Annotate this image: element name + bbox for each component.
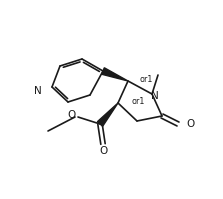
Text: N: N xyxy=(151,91,159,101)
Text: or1: or1 xyxy=(131,97,144,105)
Text: N: N xyxy=(34,86,42,96)
Polygon shape xyxy=(97,103,118,126)
Text: O: O xyxy=(100,146,108,156)
Text: O: O xyxy=(67,110,75,120)
Text: O: O xyxy=(186,119,194,129)
Text: or1: or1 xyxy=(140,74,153,84)
Polygon shape xyxy=(102,68,128,81)
